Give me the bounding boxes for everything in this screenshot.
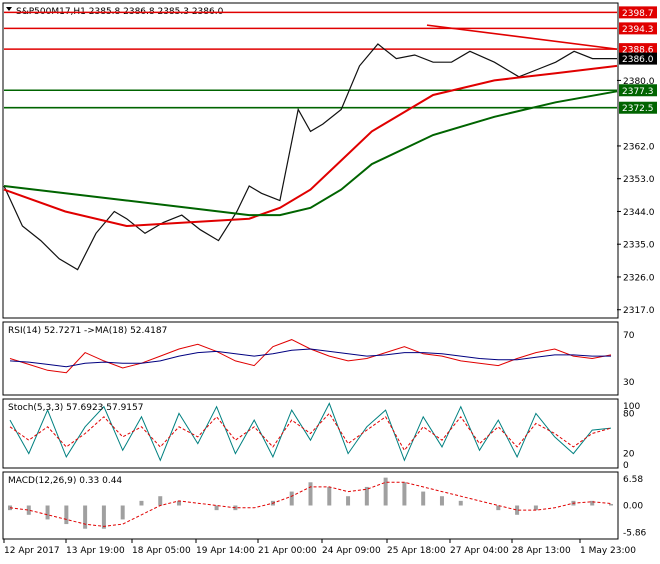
trend-line — [426, 24, 618, 50]
signal-line — [9, 481, 612, 527]
macd-panel: 6.58 0.00 -5.86 MACD(12,26,9) 0.33 0.44 — [8, 475, 647, 539]
price-tag-label: 2394.3 — [622, 25, 654, 35]
price-tag — [619, 43, 657, 56]
x-tick-label: 28 Apr 13:00 — [512, 546, 571, 556]
y-tick-label: 2344.0 — [623, 208, 655, 218]
y-tick-label: 70 — [623, 331, 635, 341]
macd-panel-frame — [2, 471, 619, 540]
x-tick-label: 24 Apr 09:00 — [322, 546, 381, 556]
price-tag-label: 2377.3 — [622, 87, 654, 97]
x-tick-label: 1 May 23:00 — [580, 546, 636, 556]
x-tick-label: 27 Apr 04:00 — [450, 546, 509, 556]
oscillator-line — [9, 348, 611, 368]
y-tick-label: 2380.0 — [623, 77, 655, 87]
rsi-panel-frame — [2, 321, 619, 396]
y-tick-label: 2362.0 — [623, 142, 655, 152]
y-tick-label: 0.00 — [623, 502, 643, 512]
rsi-panel: 70 30 RSI(14) 52.7271 ->MA(18) 52.4187 — [8, 326, 635, 388]
y-tick-label: 2317.0 — [623, 306, 655, 316]
y-tick-label: 100 — [623, 402, 640, 412]
y-tick-label: 6.58 — [623, 475, 643, 485]
x-tick-label: 13 Apr 19:00 — [66, 546, 125, 556]
moving-average-line — [3, 64, 618, 228]
price-tag-label: 2388.6 — [622, 46, 654, 56]
oscillator-line — [9, 339, 612, 374]
price-tag-label: 2386.0 — [622, 55, 654, 65]
x-tick-label: 25 Apr 18:00 — [387, 546, 446, 556]
x-tick-label: 21 Apr 00:00 — [258, 546, 317, 556]
stoch-panel-frame — [2, 398, 619, 469]
y-tick-label: 0 — [623, 461, 629, 471]
price-tag-label: 2372.5 — [622, 104, 654, 114]
price-tag — [619, 22, 657, 35]
panel-label: RSI(14) 52.7271 ->MA(18) 52.4187 — [8, 326, 167, 336]
oscillator-line — [9, 412, 612, 452]
y-tick-label: 2335.0 — [623, 241, 655, 251]
price-tag — [619, 84, 657, 97]
collapse-triangle-icon[interactable] — [6, 7, 12, 11]
y-tick-label: 2353.0 — [623, 175, 655, 185]
price-tag — [619, 6, 657, 19]
y-tick-label: 30 — [623, 378, 635, 388]
panel-label: MACD(12,26,9) 0.33 0.44 — [8, 476, 122, 486]
y-tick-label: -5.86 — [623, 529, 647, 539]
moving-average-line — [3, 90, 618, 217]
price-panel-frame — [2, 2, 619, 319]
x-tick-label: 18 Apr 05:00 — [132, 546, 191, 556]
x-tick-label: 12 Apr 2017 — [4, 546, 60, 556]
price-tag-label: 2398.7 — [622, 9, 654, 19]
y-tick-label: 80 — [623, 409, 635, 419]
price-tag — [619, 52, 657, 65]
oscillator-line — [9, 402, 612, 462]
y-tick-label: 2326.0 — [623, 273, 655, 283]
y-tick-label: 20 — [623, 450, 635, 460]
x-axis: 12 Apr 2017 13 Apr 19:00 18 Apr 05:00 19 Ap… — [3, 539, 636, 556]
x-tick-label: 19 Apr 14:00 — [196, 546, 255, 556]
panel-label: Stoch(5,3,3) 57.6923 57.9157 — [8, 403, 143, 413]
price-line — [3, 43, 617, 271]
price-tag — [619, 101, 657, 114]
